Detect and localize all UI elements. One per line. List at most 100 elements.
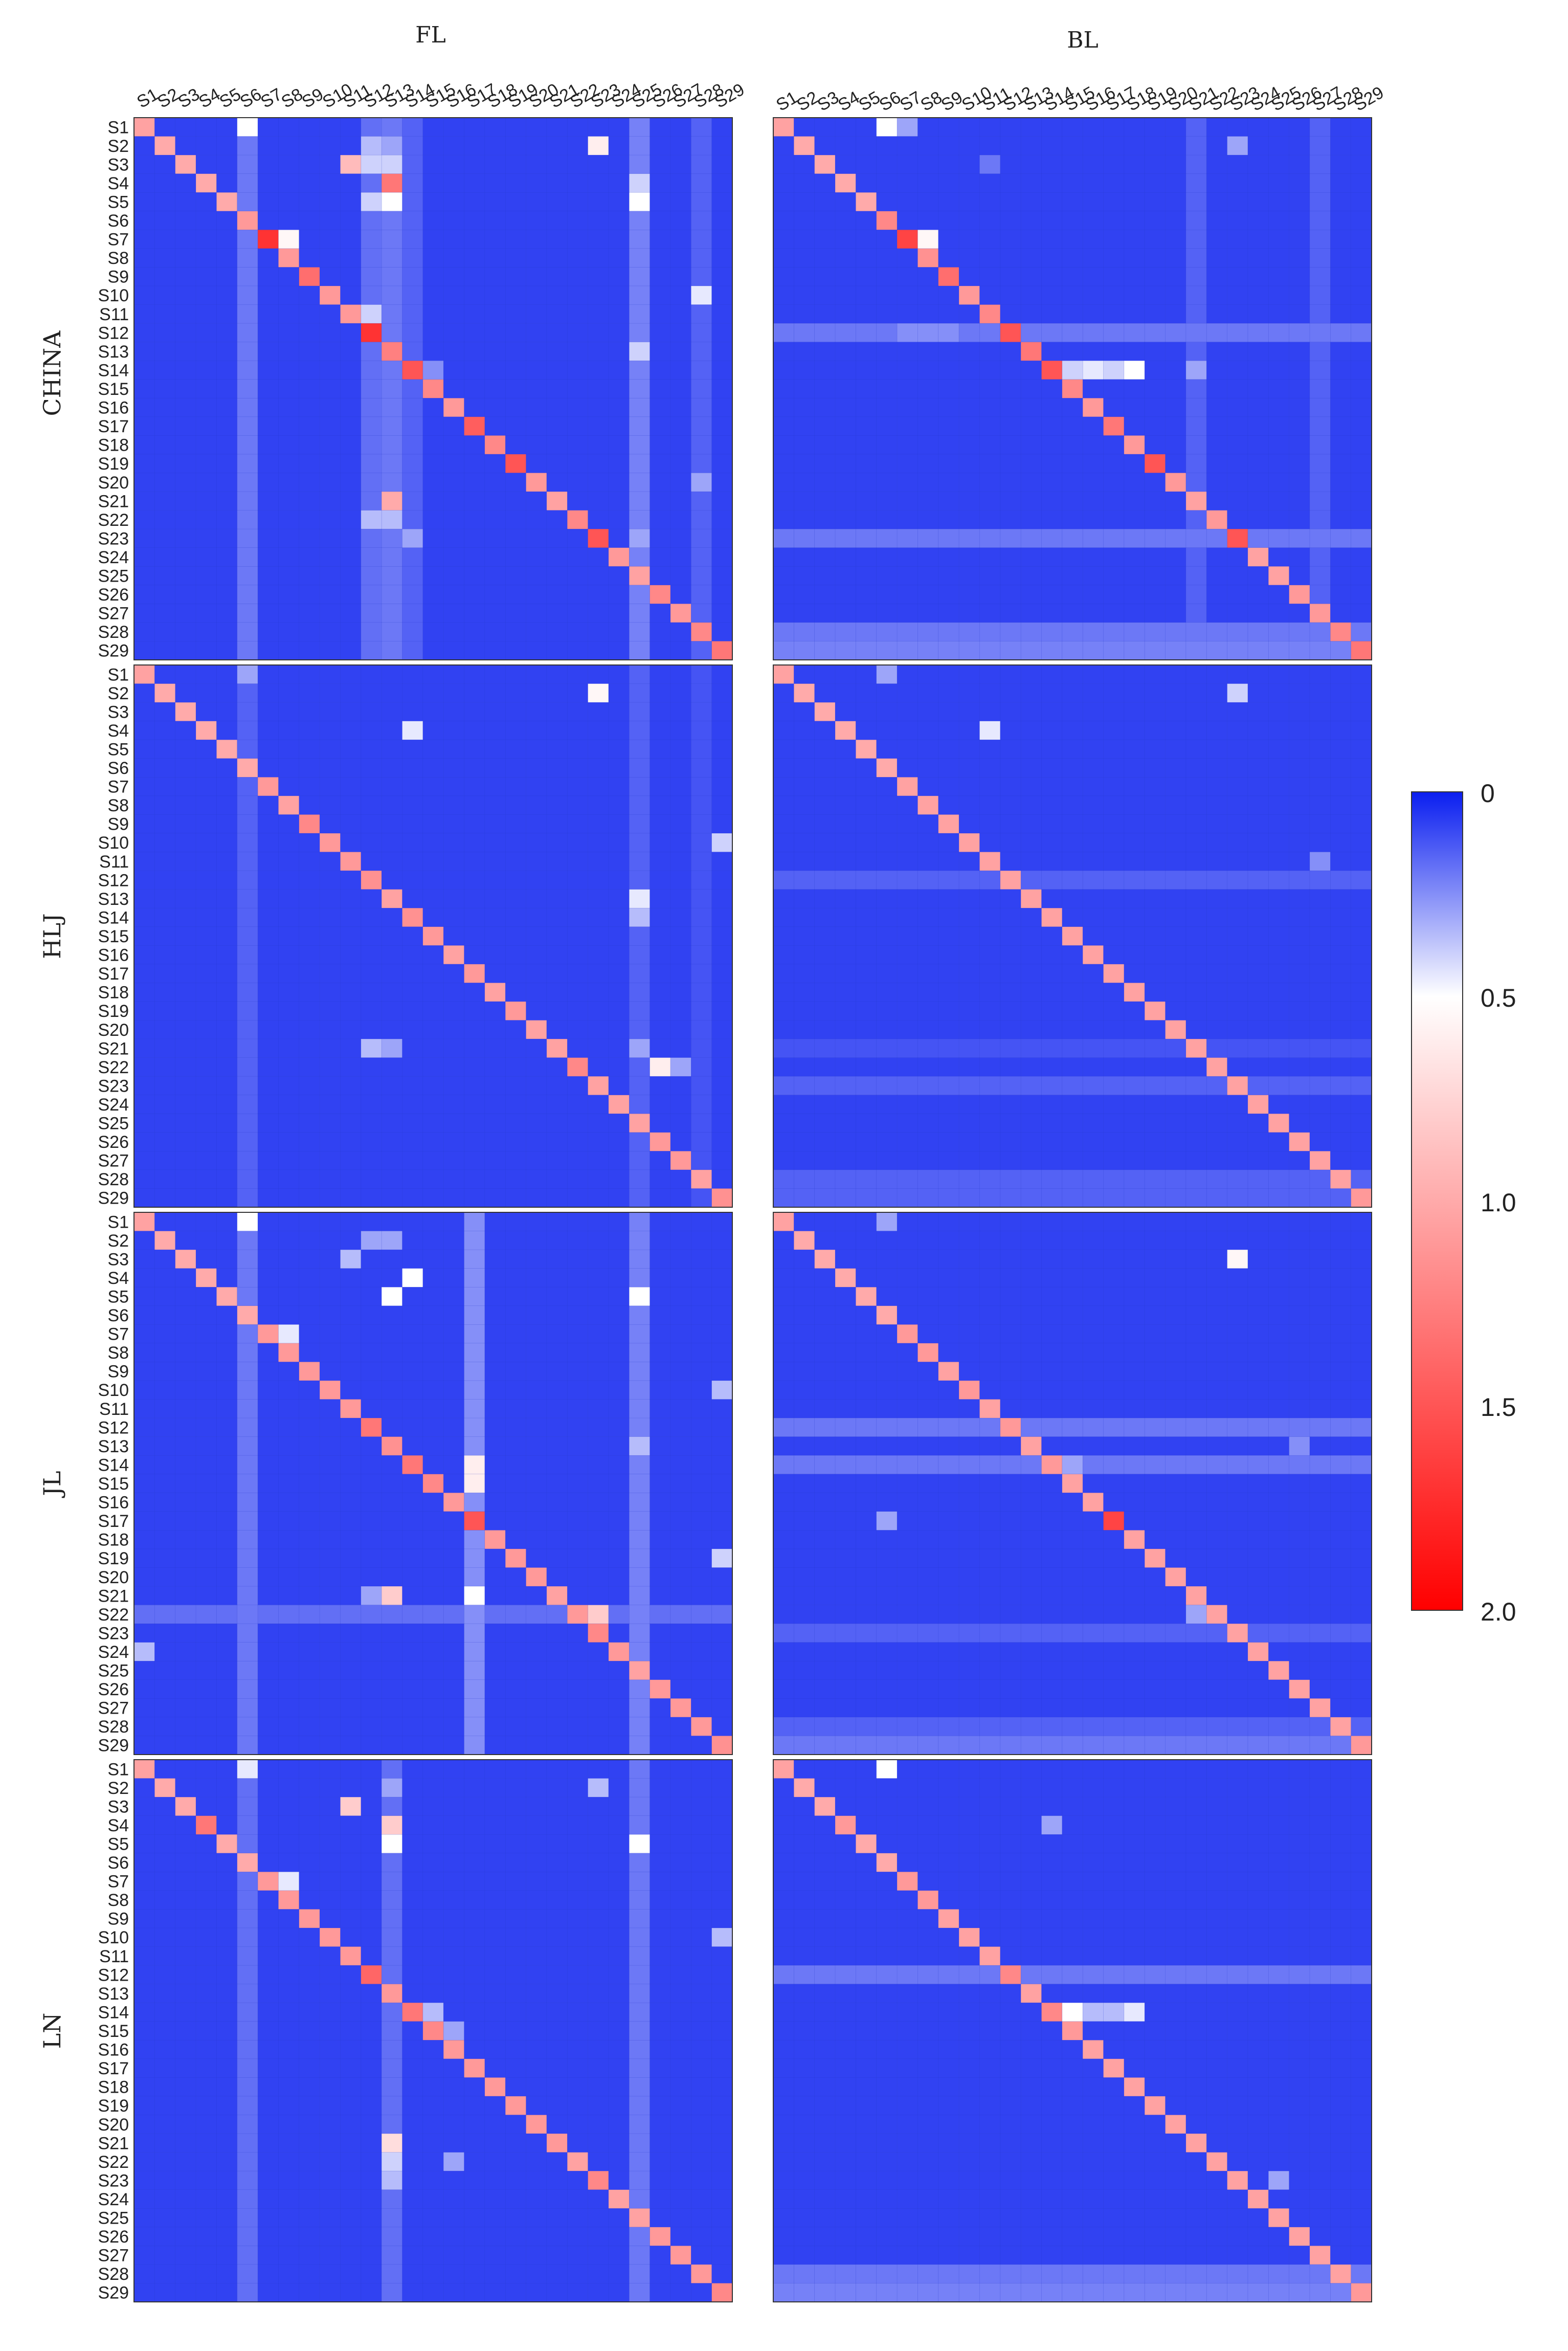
heatmap-cell xyxy=(856,1474,877,1493)
heatmap-cell xyxy=(1289,852,1310,871)
heatmap-cell xyxy=(402,945,423,965)
heatmap-cell xyxy=(876,1642,898,1661)
heatmap-cell xyxy=(484,1001,506,1021)
heatmap-cell xyxy=(711,1642,733,1661)
heatmap-cell xyxy=(237,1095,258,1114)
heatmap-cell xyxy=(1165,1362,1186,1381)
heatmap-cell xyxy=(979,510,1001,529)
heatmap-cell xyxy=(588,1436,609,1456)
heatmap-cell xyxy=(464,1436,485,1456)
heatmap-cell xyxy=(175,1492,196,1512)
heatmap-cell xyxy=(526,342,547,361)
heatmap-cell xyxy=(1062,1436,1083,1456)
y-tick-label: S7 xyxy=(107,230,129,250)
heatmap-cell xyxy=(361,1474,382,1493)
heatmap-cell xyxy=(856,622,877,642)
heatmap-cell xyxy=(175,1660,196,1680)
heatmap-cell xyxy=(361,1530,382,1549)
heatmap-cell xyxy=(938,870,959,890)
heatmap-cell xyxy=(1165,964,1186,983)
heatmap-cell xyxy=(917,285,939,305)
heatmap-cell xyxy=(237,1455,258,1475)
heatmap-cell xyxy=(299,1605,320,1624)
heatmap-cell xyxy=(361,1057,382,1077)
heatmap-cell xyxy=(1124,1343,1145,1363)
heatmap-cell xyxy=(773,397,794,417)
heatmap-cell xyxy=(195,1151,217,1170)
heatmap-cell xyxy=(154,833,176,853)
heatmap-cell xyxy=(897,1586,919,1606)
heatmap-cell xyxy=(1268,1188,1290,1208)
heatmap-cell xyxy=(361,267,382,286)
heatmap-cell xyxy=(835,1095,856,1114)
heatmap-cell xyxy=(649,1057,671,1077)
heatmap-cell xyxy=(1041,983,1063,1002)
heatmap-cell xyxy=(1309,192,1331,212)
heatmap-cell xyxy=(546,1380,568,1400)
heatmap-cell xyxy=(1082,1020,1104,1039)
heatmap-cell xyxy=(1351,342,1372,361)
heatmap-cell xyxy=(1062,1567,1083,1587)
heatmap-cell xyxy=(670,1511,691,1531)
y-tick-label: S12 xyxy=(98,1418,129,1437)
heatmap-cell xyxy=(1020,1511,1042,1531)
heatmap-cell xyxy=(1330,154,1352,174)
heatmap-cell xyxy=(917,983,939,1002)
heatmap-cell xyxy=(1020,983,1042,1002)
heatmap-panel-jl-bl xyxy=(773,1212,1372,1755)
heatmap-cell xyxy=(361,702,382,722)
heatmap-cell xyxy=(319,1268,341,1288)
heatmap-cell xyxy=(154,473,176,492)
heatmap-cell xyxy=(237,454,258,474)
heatmap-cell xyxy=(402,814,423,834)
heatmap-cell xyxy=(278,1698,300,1718)
heatmap-cell xyxy=(1062,473,1083,492)
heatmap-cell xyxy=(1185,739,1207,759)
heatmap-cell xyxy=(546,1151,568,1170)
heatmap-cell xyxy=(237,683,258,703)
heatmap-cell xyxy=(319,342,341,361)
heatmap-cell xyxy=(1165,1001,1186,1021)
heatmap-cell xyxy=(1062,248,1083,268)
heatmap-cell xyxy=(340,945,362,965)
heatmap-cell xyxy=(340,852,362,871)
heatmap-cell xyxy=(1268,360,1290,380)
heatmap-cell xyxy=(1309,323,1331,343)
heatmap-cell xyxy=(546,983,568,1002)
heatmap-cell xyxy=(608,1169,630,1189)
heatmap-cell xyxy=(237,1642,258,1661)
heatmap-cell xyxy=(278,1567,300,1587)
heatmap-cell xyxy=(1020,1417,1042,1437)
heatmap-cell xyxy=(1144,136,1166,156)
heatmap-cell xyxy=(195,889,217,908)
heatmap-cell xyxy=(1289,1287,1310,1306)
heatmap-cell xyxy=(484,267,506,286)
heatmap-cell xyxy=(649,777,671,796)
heatmap-cell xyxy=(361,777,382,796)
heatmap-cell xyxy=(1062,777,1083,796)
heatmap-cell xyxy=(257,1169,279,1189)
heatmap-cell xyxy=(979,852,1001,871)
heatmap-cell xyxy=(1247,814,1269,834)
heatmap-cell xyxy=(835,833,856,853)
heatmap-cell xyxy=(361,1642,382,1661)
heatmap-cell xyxy=(278,1679,300,1699)
heatmap-cell xyxy=(1082,795,1104,815)
heatmap-cell xyxy=(505,1548,527,1568)
heatmap-cell xyxy=(629,1436,651,1456)
heatmap-cell xyxy=(402,777,423,796)
heatmap-cell xyxy=(422,1305,444,1325)
heatmap-cell xyxy=(257,1305,279,1325)
heatmap-cell xyxy=(608,566,630,586)
heatmap-cell xyxy=(1041,397,1063,417)
heatmap-cell xyxy=(443,510,465,529)
heatmap-cell xyxy=(1124,1324,1145,1344)
heatmap-cell xyxy=(1062,1530,1083,1549)
heatmap-cell xyxy=(505,173,527,193)
heatmap-cell xyxy=(773,1492,794,1512)
heatmap-cell xyxy=(1268,814,1290,834)
heatmap-cell xyxy=(319,852,341,871)
heatmap-cell xyxy=(1165,323,1186,343)
heatmap-cell xyxy=(876,1530,898,1549)
heatmap-cell xyxy=(361,1679,382,1699)
